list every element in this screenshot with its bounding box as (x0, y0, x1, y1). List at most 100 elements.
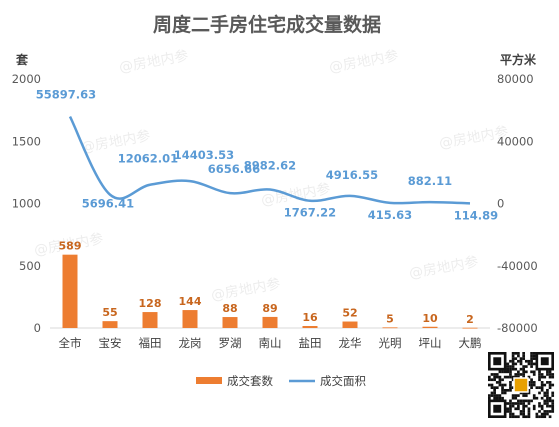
line-data-label: 12062.01 (118, 152, 178, 166)
bar-data-labels: 589 55 128 144 88 89 16 52 5 10 2 (59, 240, 474, 326)
qr-module (548, 386, 552, 390)
left-tick-label: 500 (19, 259, 41, 273)
qr-module (551, 402, 555, 405)
qr-logo (513, 377, 529, 393)
qr-module (509, 415, 512, 419)
legend-label-bars: 成交套数 (227, 374, 273, 388)
qr-module (511, 402, 515, 405)
qr-module (548, 370, 552, 374)
qr-module (517, 404, 520, 408)
qr-module (538, 375, 541, 379)
qr-module (543, 391, 547, 395)
category-label: 盐田 (299, 336, 322, 350)
right-tick-label: -80000 (497, 321, 538, 335)
qr-module (546, 396, 549, 400)
qr-module (498, 375, 502, 379)
qr-module (532, 394, 536, 397)
qr-module (498, 396, 502, 400)
qr-module (527, 383, 531, 387)
bar-data-label: 55 (102, 306, 117, 319)
qr-module (532, 357, 536, 360)
qr-module (498, 381, 502, 384)
qr-module (530, 381, 533, 384)
category-label: 南山 (259, 336, 282, 350)
qr-module (530, 365, 533, 368)
qr-module (546, 370, 549, 374)
qr-module (524, 394, 528, 397)
qr-module (509, 383, 512, 387)
qr-module (503, 383, 507, 387)
line-data-label: 882.11 (408, 174, 452, 188)
qr-module (493, 378, 496, 382)
qr-module (511, 362, 515, 366)
qr-module (506, 367, 510, 371)
qr-module (524, 370, 528, 374)
legend-swatch-bars (196, 377, 222, 384)
line-data-labels: 55897.63 5696.41 12062.0114403.536656.6689… (36, 88, 498, 223)
qr-module (538, 410, 541, 413)
qr-module (511, 404, 515, 408)
qr-module (527, 391, 531, 395)
qr-module (514, 367, 518, 371)
qr-module (511, 415, 515, 419)
category-label: 坪山 (419, 336, 442, 350)
qr-module (501, 383, 504, 387)
qr-module (535, 415, 539, 419)
qr-module (495, 394, 499, 397)
chart-title: 周度二手房住宅成交量数据 (153, 13, 381, 36)
qr-module (524, 391, 528, 395)
line-data-label: 14403.53 (174, 148, 234, 162)
bar-series (62, 254, 478, 329)
qr-module (527, 359, 531, 363)
qr-module (538, 391, 541, 395)
qr-module (546, 410, 549, 413)
bar-data-label: 5 (386, 312, 394, 325)
qr-module (522, 357, 526, 360)
qr-module (511, 378, 515, 382)
left-tick-label: 0 (34, 321, 41, 335)
qr-module (509, 402, 512, 405)
qr-module (530, 357, 533, 360)
qr-module (488, 375, 491, 379)
qr-module (543, 402, 547, 405)
qr-module (522, 410, 526, 413)
qr-module (506, 362, 510, 366)
qr-module (519, 399, 523, 403)
qr-module (538, 402, 541, 405)
qr-module (546, 404, 549, 408)
qr-module (543, 383, 547, 387)
qr-module (495, 386, 499, 390)
bar (302, 326, 318, 328)
qr-module (495, 396, 499, 400)
qr-module (548, 410, 552, 413)
qr-module (546, 412, 549, 416)
qr-module (506, 388, 510, 392)
qr-module (514, 362, 518, 366)
qr-module (503, 388, 507, 392)
right-tick-label: -40000 (497, 259, 538, 273)
qr-module (546, 388, 549, 392)
qr-module (532, 407, 536, 411)
qr-module (488, 394, 491, 397)
qr-module (527, 381, 531, 384)
qr-module (551, 404, 555, 408)
qr-module (546, 399, 549, 403)
qr-module (509, 407, 512, 411)
qr-module (511, 394, 515, 397)
qr-module (517, 375, 520, 379)
qr-module (548, 396, 552, 400)
qr-module (535, 386, 539, 390)
qr-module (514, 357, 518, 360)
qr-module (506, 410, 510, 413)
watermark-text: @房地内参 (210, 275, 282, 304)
bar (462, 327, 478, 329)
bar-data-label: 88 (222, 302, 237, 315)
qr-module (488, 396, 491, 400)
qr-module (517, 407, 520, 411)
right-axis-unit: 平方米 (500, 52, 537, 67)
qr-module (519, 359, 523, 363)
qr-module (501, 386, 504, 390)
qr-module (519, 367, 523, 371)
watermark-text: @房地内参 (260, 180, 332, 209)
